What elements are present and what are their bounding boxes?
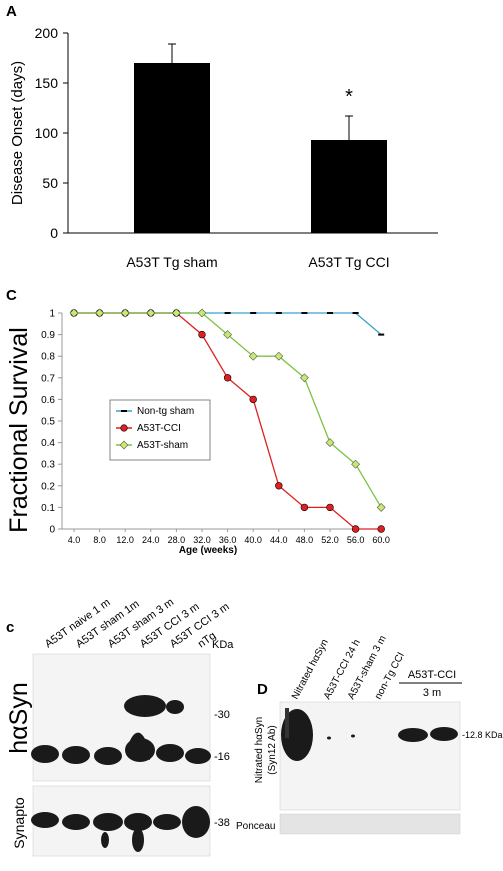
blot-d-ponceau-strip [279,813,461,835]
legend-entry: Non-tg sham [137,406,194,417]
data-point [352,312,359,314]
data-point [146,308,156,318]
data-point [327,312,333,314]
significance-star: * [345,86,353,108]
legend-entry: A53T-CCI [137,423,181,434]
line-chart-xlabel: Age (weeks) [179,545,237,556]
bar [134,63,210,233]
data-point [224,312,231,314]
blot-d-bands [281,708,458,761]
line-chart-x-tick-label: 4.0 [68,535,81,545]
blot-c-row1-label: hαSyn [5,682,33,753]
data-point [325,438,335,448]
data-point [351,525,360,533]
panel-label-c: C [6,287,17,304]
bar-chart-y-tick-label: 0 [50,225,58,241]
data-point [223,330,233,340]
blot-d-group-sublabel: 3 m [423,687,441,699]
data-point [326,503,334,512]
bar-chart-category-label: A53T Tg sham [126,254,217,270]
panel-label-c-blot: c [6,619,14,636]
line-chart-y-tick-label: 0 [49,525,55,536]
data-point [299,373,309,383]
line-chart-y-tick-label: 0.4 [41,438,55,449]
blot-c-bottom-bands [31,806,210,852]
panel-c-survival: C Fractional Survival 0 0.1 0.2 0.3 0.4 0.5 0.… [5,287,390,556]
data-point [300,503,309,512]
data-point [275,312,282,314]
line-chart-x-tick-label: 24.0 [142,535,160,545]
data-point [223,374,232,382]
bar-chart-y-tick-label: 50 [42,175,58,191]
line-chart-y-tick-label: 0.5 [41,417,55,428]
data-point [95,308,105,318]
panel-a: A Disease Onset (days) 0 50 100 150 200 A53T… [6,3,438,270]
blot-c-top-bands [31,695,211,765]
data-point [301,312,308,314]
kda-header: KDa [212,639,234,651]
line-chart-y-tick-label: 0.8 [41,352,55,363]
ponceau-label: Ponceau [236,821,275,832]
bar-chart-ylabel: Disease Onset (days) [9,61,26,205]
blot-d-group-label: A53T-CCI [408,669,456,681]
panel-label-d: D [257,681,268,698]
data-point [377,525,385,533]
data-point [351,459,361,469]
line-chart-y-tick-label: 1 [49,309,55,320]
line-chart-x-tick-label: 36.0 [219,535,237,545]
line-chart-x-tick-label: 28.0 [168,535,186,545]
mw-marker: -12.8 KDa [462,730,503,740]
bar [311,140,387,233]
line-chart-x-tick-label: 40.0 [244,535,262,545]
data-point [275,482,283,490]
line-chart-y-tick-label: 0.1 [41,503,55,514]
data-point [198,330,206,339]
line-chart-y-tick-label: 0.2 [41,481,55,492]
data-point [250,312,257,314]
line-chart-legend: Non-tg sham A53T-CCI A53T-sham [109,399,211,461]
data-point [378,333,385,336]
line-chart-x-tick-label: 12.0 [116,535,134,545]
line-chart-x-tick-label: 56.0 [347,535,365,545]
data-point [171,308,181,318]
bar-chart-y-tick-label: 100 [35,125,59,141]
bar-chart-y-tick-label: 150 [35,75,59,91]
line-chart-x-tick-label: 52.0 [321,535,339,545]
panel-label-a: A [6,3,17,20]
mw-marker: -16 [214,751,230,763]
mw-marker: -38 [214,817,230,829]
data-point [248,351,258,361]
data-point [274,351,284,361]
bar-chart-category-label: A53T Tg CCI [308,254,389,270]
legend-entry: A53T-sham [137,440,188,451]
line-chart-y-tick-label: 0.9 [41,330,55,341]
line-chart-x-tick-label: 44.0 [270,535,288,545]
line-chart-y-tick-label: 0.3 [41,460,55,471]
blot-c-row2-label: Synapto [11,797,27,849]
line-chart-x-tick-label: 32.0 [193,535,211,545]
blot-d-ylabel-line1: Nitrated hαSyn [254,717,265,783]
line-chart-y-tick-label: 0.6 [41,395,55,406]
data-point [197,308,207,318]
mw-marker: -30 [214,709,230,721]
blot-c-top [32,653,211,782]
blot-d-ylabel-line2: (Syn12 Ab) [267,725,278,774]
line-chart-x-tick-label: 60.0 [372,535,390,545]
data-point [120,308,130,318]
data-point [376,502,386,512]
line-chart-x-tick-label: 8.0 [93,535,106,545]
line-chart-x-tick-label: 48.0 [296,535,314,545]
data-point [249,395,257,404]
bar-chart-y-tick-label: 200 [35,25,59,41]
data-point [69,308,79,318]
line-chart-y-tick-label: 0.7 [41,373,55,384]
line-chart-ylabel: Fractional Survival [5,327,33,533]
